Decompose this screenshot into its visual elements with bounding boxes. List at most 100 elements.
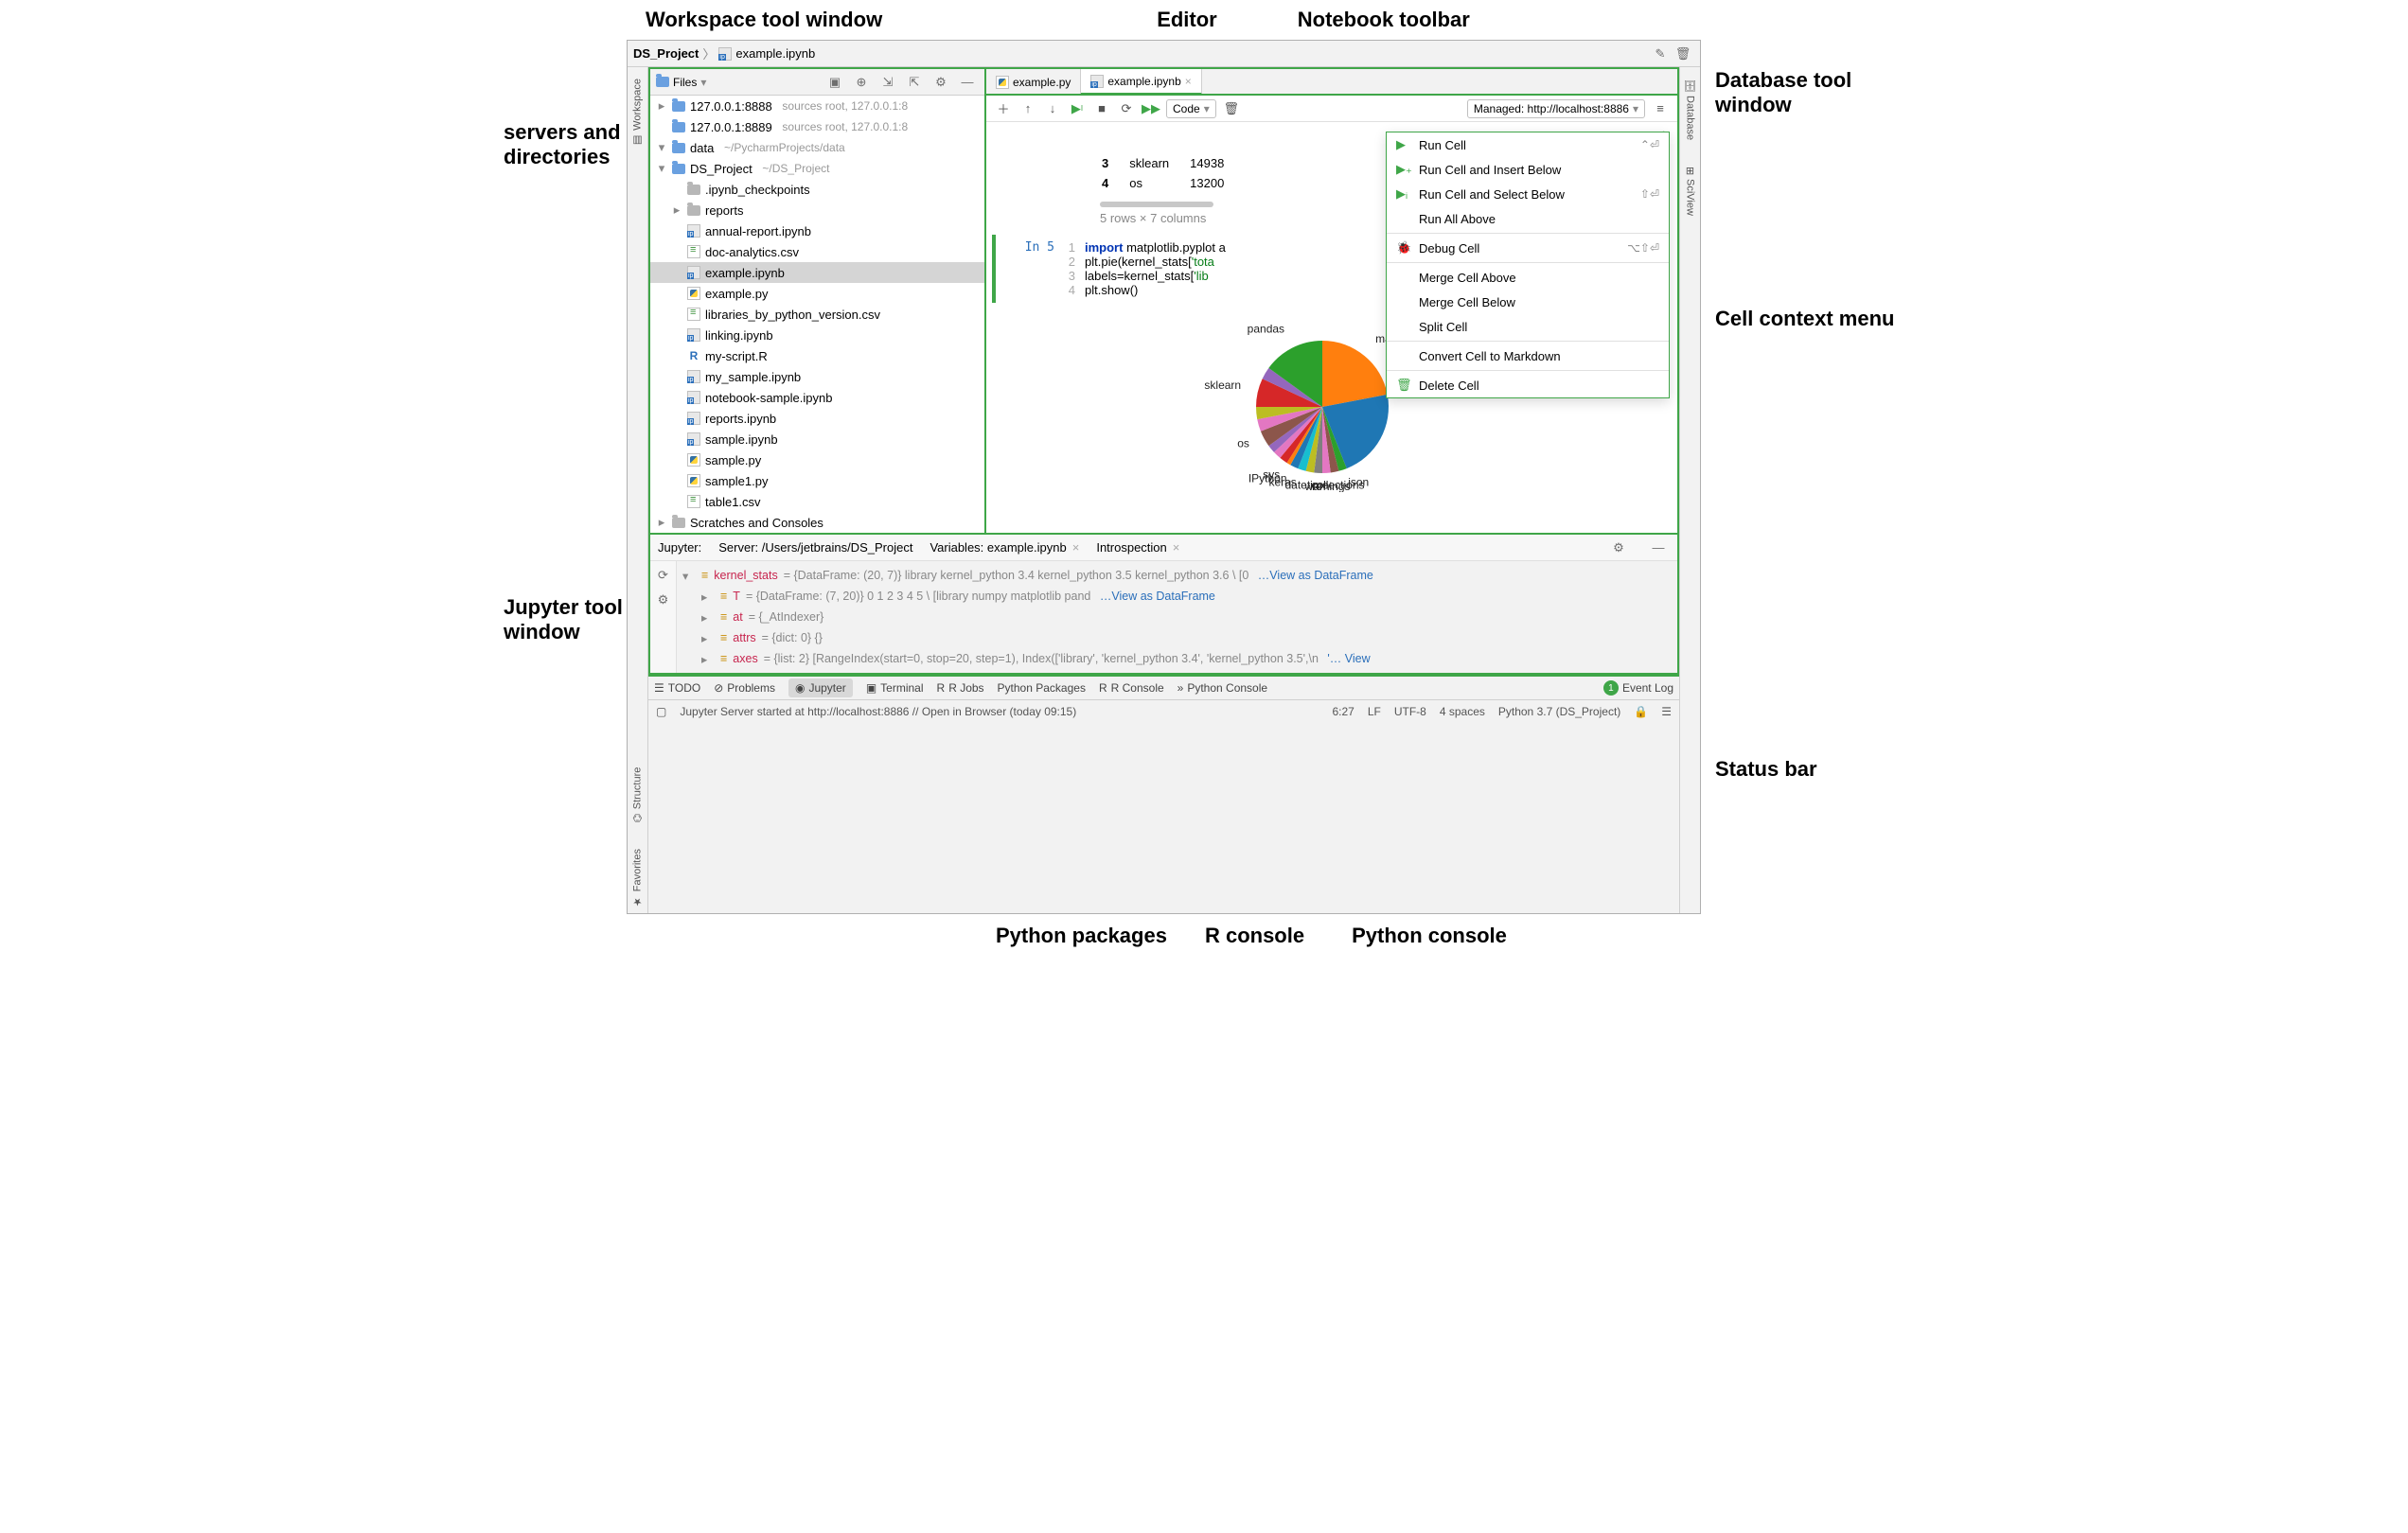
tree-row[interactable]: ▾DS_Project ~/DS_Project bbox=[650, 158, 984, 179]
tree-row[interactable]: my_sample.ipynb bbox=[650, 366, 984, 387]
tree-row[interactable]: libraries_by_python_version.csv bbox=[650, 304, 984, 325]
interrupt-button[interactable]: ■ bbox=[1092, 99, 1111, 118]
status-inspect-icon[interactable]: ☰ bbox=[1661, 705, 1672, 718]
variables-list[interactable]: ▾≡ kernel_stats = {DataFrame: (20, 7)} l… bbox=[677, 561, 1677, 673]
variable-row[interactable]: ▸≡ T = {DataFrame: (7, 20)} 0 1 2 3 4 5 … bbox=[682, 586, 1672, 607]
status-encoding[interactable]: UTF-8 bbox=[1394, 705, 1426, 718]
jupyter-tab-server[interactable]: Server: /Users/jetbrains/DS_Project bbox=[718, 540, 912, 555]
hide-icon[interactable]: — bbox=[1650, 539, 1667, 556]
tree-row[interactable]: example.ipynb bbox=[650, 262, 984, 283]
hide-icon[interactable]: — bbox=[959, 74, 976, 91]
trash-icon[interactable]: 🗑 bbox=[1674, 45, 1691, 62]
tree-row[interactable]: sample.py bbox=[650, 449, 984, 470]
side-tab-database[interactable]: 🗄 Database bbox=[1684, 73, 1696, 146]
scroll-thumb[interactable] bbox=[1100, 202, 1213, 207]
status-notification-icon[interactable]: ▢ bbox=[656, 705, 666, 718]
tool-strip-item[interactable]: RR Jobs bbox=[937, 681, 984, 695]
ctx-item[interactable]: Run All Above bbox=[1387, 206, 1669, 231]
notebook-toolbar: ＋ ↑ ↓ ▶I ■ ⟳ ▶▶ Code ▾ 🗑 Managed: http bbox=[986, 94, 1677, 122]
ctx-item[interactable]: ▶₊Run Cell and Insert Below bbox=[1387, 157, 1669, 182]
tree-row[interactable]: notebook-sample.ipynb bbox=[650, 387, 984, 408]
run-cell-button[interactable]: ▶I bbox=[1068, 99, 1087, 118]
ctx-item[interactable]: 🗑Delete Cell bbox=[1387, 373, 1669, 397]
tool-strip-item[interactable]: »Python Console bbox=[1177, 681, 1267, 695]
tool-strip-item[interactable]: ◉Jupyter bbox=[788, 678, 853, 697]
tree-row[interactable]: doc-analytics.csv bbox=[650, 241, 984, 262]
move-down-button[interactable]: ↓ bbox=[1043, 99, 1062, 118]
tool-strip-item[interactable]: ☰TODO bbox=[654, 681, 700, 695]
tree-row[interactable]: sample1.py bbox=[650, 470, 984, 491]
side-tab-sciview[interactable]: ⊞ SciView bbox=[1684, 161, 1696, 221]
target-icon[interactable]: ⊕ bbox=[853, 74, 870, 91]
tree-row[interactable]: ▸reports bbox=[650, 200, 984, 220]
add-cell-button[interactable]: ＋ bbox=[994, 99, 1013, 118]
gear-icon[interactable]: ⚙ bbox=[932, 74, 949, 91]
jupyter-tabs: Jupyter: Server: /Users/jetbrains/DS_Pro… bbox=[650, 535, 1677, 561]
ctx-item[interactable]: Split Cell bbox=[1387, 314, 1669, 339]
jupyter-tab-introspection[interactable]: Introspection × bbox=[1096, 540, 1179, 555]
tree-row[interactable]: annual-report.ipynb bbox=[650, 220, 984, 241]
add-dir-icon[interactable]: ▣ bbox=[826, 74, 843, 91]
tree-row[interactable]: .ipynb_checkpoints bbox=[650, 179, 984, 200]
tree-row[interactable]: sample.ipynb bbox=[650, 429, 984, 449]
ctx-item[interactable]: 🐞Debug Cell⌥⇧⏎ bbox=[1387, 236, 1669, 260]
jupyter-tab-variables[interactable]: Variables: example.ipynb × bbox=[930, 540, 1079, 555]
status-lock-icon[interactable]: 🔒 bbox=[1634, 705, 1648, 718]
variable-row[interactable]: ▸≡ at = {_AtIndexer} bbox=[682, 607, 1672, 627]
ctx-item[interactable]: Merge Cell Below bbox=[1387, 290, 1669, 314]
side-tab-structure[interactable]: ⌬ Structure bbox=[631, 762, 644, 828]
svg-text:os: os bbox=[1237, 436, 1249, 449]
breadcrumb-project[interactable]: DS_Project bbox=[633, 46, 699, 61]
callout-editor: Editor bbox=[1157, 8, 1217, 32]
tree-row[interactable]: ▾data ~/PycharmProjects/data bbox=[650, 137, 984, 158]
status-bar: ▢ Jupyter Server started at http://local… bbox=[648, 699, 1679, 722]
folder-icon bbox=[656, 77, 669, 87]
expand-icon[interactable]: ⇲ bbox=[879, 74, 896, 91]
workspace-tree[interactable]: ▸127.0.0.1:8888 sources root, 127.0.0.1:… bbox=[650, 96, 984, 533]
tree-row[interactable]: example.py bbox=[650, 283, 984, 304]
tree-row[interactable]: reports.ipynb bbox=[650, 408, 984, 429]
status-indent[interactable]: 4 spaces bbox=[1440, 705, 1485, 718]
editor-tab[interactable]: example.py bbox=[986, 69, 1081, 95]
tool-strip-item[interactable]: Python Packages bbox=[998, 681, 1086, 695]
ctx-item[interactable]: ▶Run Cell⌃⏎ bbox=[1387, 132, 1669, 157]
breadcrumb-file[interactable]: example.ipynb bbox=[718, 46, 815, 61]
editor-tab[interactable]: example.ipynb × bbox=[1081, 69, 1201, 95]
side-tab-workspace[interactable]: ▥ Workspace bbox=[631, 73, 644, 152]
ctx-item[interactable]: ▶ᵢRun Cell and Select Below⇧⏎ bbox=[1387, 182, 1669, 206]
tree-row[interactable]: ▸127.0.0.1:8888 sources root, 127.0.0.1:… bbox=[650, 96, 984, 116]
move-up-button[interactable]: ↑ bbox=[1018, 99, 1037, 118]
tool-strip-item[interactable]: ⊘Problems bbox=[714, 681, 775, 695]
tree-row[interactable]: table1.csv bbox=[650, 491, 984, 512]
status-interpreter[interactable]: Python 3.7 (DS_Project) bbox=[1498, 705, 1620, 718]
tree-row[interactable]: ▸Scratches and Consoles bbox=[650, 512, 984, 533]
settings-icon[interactable]: ⚙ bbox=[655, 591, 672, 608]
delete-cell-button[interactable]: 🗑 bbox=[1222, 99, 1241, 118]
ctx-item[interactable]: Convert Cell to Markdown bbox=[1387, 344, 1669, 368]
run-all-button[interactable]: ▶▶ bbox=[1142, 99, 1160, 118]
svg-text:sys: sys bbox=[1263, 468, 1280, 482]
cell-type-select[interactable]: Code ▾ bbox=[1166, 99, 1216, 118]
tree-row[interactable]: 127.0.0.1:8889 sources root, 127.0.0.1:8 bbox=[650, 116, 984, 137]
callout-nbtb: Notebook toolbar bbox=[1298, 8, 1470, 32]
edit-config-icon[interactable]: ✎ bbox=[1652, 45, 1669, 62]
tool-strip-item[interactable]: RR Console bbox=[1099, 681, 1164, 695]
tree-row[interactable]: Rmy-script.R bbox=[650, 345, 984, 366]
status-line-sep[interactable]: LF bbox=[1368, 705, 1381, 718]
server-select[interactable]: Managed: http://localhost:8886 ▾ bbox=[1467, 99, 1645, 118]
tree-row[interactable]: linking.ipynb bbox=[650, 325, 984, 345]
variable-row[interactable]: ▸≡ axes = {list: 2} [RangeIndex(start=0,… bbox=[682, 648, 1672, 669]
gear-icon[interactable]: ⚙ bbox=[1610, 539, 1627, 556]
restart-button[interactable]: ⟳ bbox=[1117, 99, 1136, 118]
tool-strip-item[interactable]: ▣Terminal bbox=[866, 681, 924, 695]
variable-row[interactable]: ▸≡ attrs = {dict: 0} {} bbox=[682, 627, 1672, 648]
status-position[interactable]: 6:27 bbox=[1332, 705, 1354, 718]
variable-row[interactable]: ▾≡ kernel_stats = {DataFrame: (20, 7)} l… bbox=[682, 565, 1672, 586]
collapse-icon[interactable]: ⇱ bbox=[906, 74, 923, 91]
ctx-item[interactable]: Merge Cell Above bbox=[1387, 265, 1669, 290]
workspace-view-selector[interactable]: Files ▾ bbox=[673, 76, 706, 89]
refresh-icon[interactable]: ⟳ bbox=[655, 567, 672, 584]
side-tab-favorites[interactable]: ★ Favorites bbox=[631, 843, 644, 913]
more-icon[interactable]: ≡ bbox=[1651, 99, 1670, 118]
event-log-button[interactable]: 1Event Log bbox=[1603, 680, 1673, 696]
